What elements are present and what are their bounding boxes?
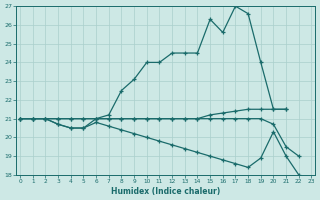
X-axis label: Humidex (Indice chaleur): Humidex (Indice chaleur) [111,187,220,196]
